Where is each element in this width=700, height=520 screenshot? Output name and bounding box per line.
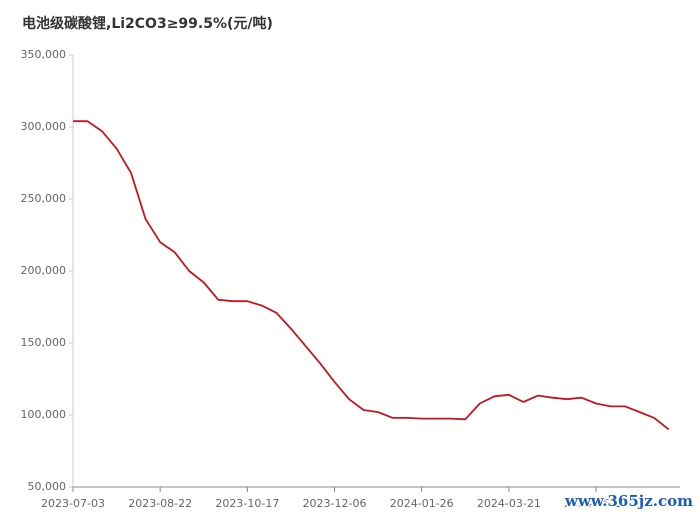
y-tick-label: 300,000 [21, 120, 67, 133]
watermark: www.365jz.com [564, 492, 693, 510]
x-tick-label: 2024-03-21 [477, 497, 541, 510]
y-tick-label: 350,000 [21, 48, 67, 61]
x-tick-label: 2024-05-16 [564, 497, 628, 510]
chart-title: 电池级碳酸锂,Li2CO3≥99.5%(元/吨) [22, 15, 273, 32]
x-tick-label: 2023-08-22 [128, 497, 192, 510]
y-tick-label: 50,000 [28, 480, 67, 493]
x-tick-label: 2024-01-26 [390, 497, 454, 510]
x-tick-label: 2023-10-17 [215, 497, 279, 510]
line-series [73, 120, 670, 431]
y-tick-label: 100,000 [21, 408, 67, 421]
y-tick-label: 200,000 [21, 264, 67, 277]
y-tick-label: 150,000 [21, 336, 67, 349]
x-tick-label: 2023-07-03 [41, 497, 105, 510]
x-tick-label: 2023-12-06 [303, 497, 367, 510]
y-tick-label: 250,000 [21, 192, 67, 205]
